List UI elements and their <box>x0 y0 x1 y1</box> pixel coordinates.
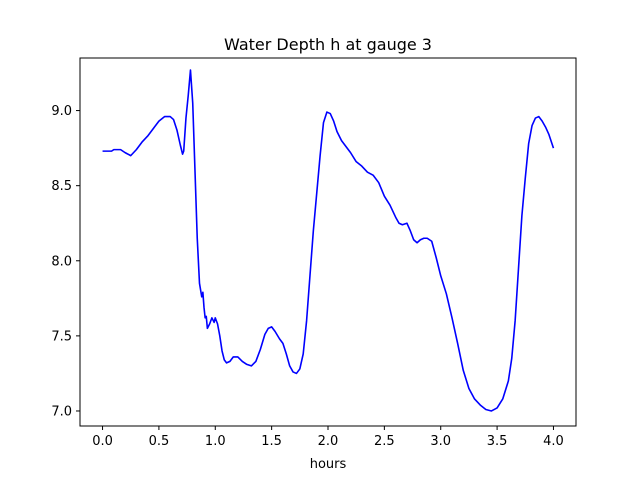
x-tick-label: 1.0 <box>205 434 226 449</box>
x-axis: 0.0 0.5 1.0 1.5 2.0 2.5 3.0 3.5 4.0 <box>92 426 564 449</box>
y-tick-label: 7.0 <box>51 404 72 419</box>
x-tick-label: 2.0 <box>318 434 339 449</box>
x-tick-label: 3.5 <box>487 434 508 449</box>
chart-title: Water Depth h at gauge 3 <box>224 35 432 54</box>
y-tick-label: 8.5 <box>51 179 72 194</box>
plot-area <box>102 69 555 412</box>
y-axis: 7.0 7.5 8.0 8.5 9.0 <box>51 104 80 419</box>
y-tick-label: 7.5 <box>51 329 72 344</box>
x-tick-label: 3.0 <box>430 434 451 449</box>
x-tick-label: 2.5 <box>374 434 395 449</box>
y-tick-label: 9.0 <box>51 104 72 119</box>
x-axis-label: hours <box>310 457 347 472</box>
x-tick-label: 0.5 <box>149 434 170 449</box>
x-tick-label: 1.5 <box>261 434 282 449</box>
y-tick-label: 8.0 <box>51 254 72 269</box>
series-line-0 <box>102 69 555 412</box>
x-tick-label: 4.0 <box>543 434 564 449</box>
x-tick-label: 0.0 <box>92 434 113 449</box>
